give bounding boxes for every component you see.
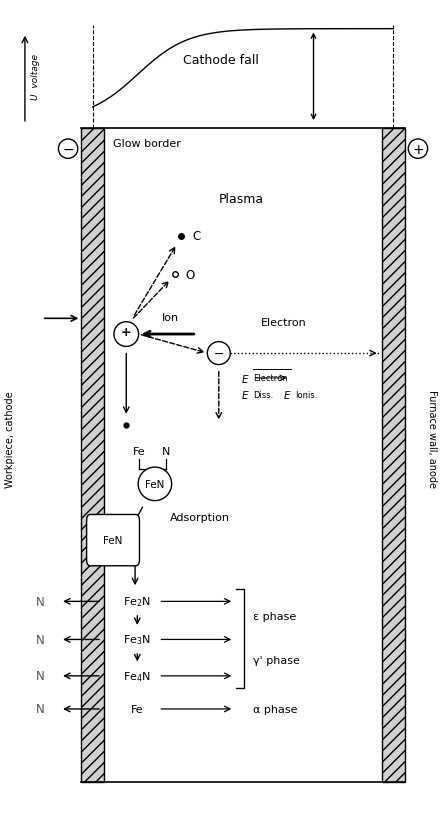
Text: $\mathregular{Fe_4N}$: $\mathregular{Fe_4N}$: [123, 669, 151, 683]
Text: Electron: Electron: [261, 317, 306, 327]
Text: N: N: [36, 703, 45, 715]
Text: ε phase: ε phase: [253, 612, 296, 622]
Text: N: N: [36, 633, 45, 646]
Text: Fe: Fe: [131, 704, 144, 714]
Text: Workpiece, cathode: Workpiece, cathode: [5, 391, 15, 487]
Bar: [382, 129, 405, 782]
Text: γ' phase: γ' phase: [253, 655, 300, 666]
Text: Electron: Electron: [253, 374, 288, 383]
Text: $E$: $E$: [283, 389, 291, 401]
Text: Furnace wall, anode: Furnace wall, anode: [427, 390, 437, 488]
Text: N: N: [36, 670, 45, 682]
Text: α phase: α phase: [253, 704, 297, 714]
Ellipse shape: [138, 468, 171, 501]
Text: +: +: [121, 325, 132, 339]
Text: Adsorption: Adsorption: [170, 513, 230, 522]
Text: −: −: [213, 347, 224, 360]
FancyBboxPatch shape: [87, 515, 140, 566]
Bar: [382, 129, 405, 782]
Text: O: O: [186, 268, 195, 282]
Text: Fe: Fe: [133, 446, 146, 456]
Text: +: +: [412, 142, 424, 156]
Text: FeN: FeN: [103, 536, 123, 546]
Text: $E$: $E$: [241, 389, 249, 401]
Ellipse shape: [58, 140, 78, 159]
Text: Cathode fall: Cathode fall: [183, 54, 259, 67]
Ellipse shape: [207, 342, 230, 365]
Text: N: N: [36, 595, 45, 608]
Text: Ionis.: Ionis.: [295, 391, 317, 399]
Text: Plasma: Plasma: [218, 193, 263, 205]
Ellipse shape: [114, 322, 139, 347]
Ellipse shape: [408, 140, 428, 159]
Text: $\mathregular{Fe_3N}$: $\mathregular{Fe_3N}$: [123, 633, 151, 647]
Text: $\mathregular{Fe_2N}$: $\mathregular{Fe_2N}$: [123, 595, 151, 609]
Text: N: N: [162, 446, 170, 456]
Text: Glow border: Glow border: [113, 139, 181, 149]
Text: $E$: $E$: [241, 373, 249, 384]
Text: Diss.: Diss.: [253, 391, 274, 399]
Text: C: C: [192, 230, 201, 243]
Text: U  voltage: U voltage: [31, 54, 41, 100]
Bar: [81, 129, 104, 782]
Text: Ion: Ion: [162, 312, 179, 322]
Text: −: −: [62, 142, 74, 156]
Bar: [81, 129, 104, 782]
Text: FeN: FeN: [145, 479, 164, 489]
